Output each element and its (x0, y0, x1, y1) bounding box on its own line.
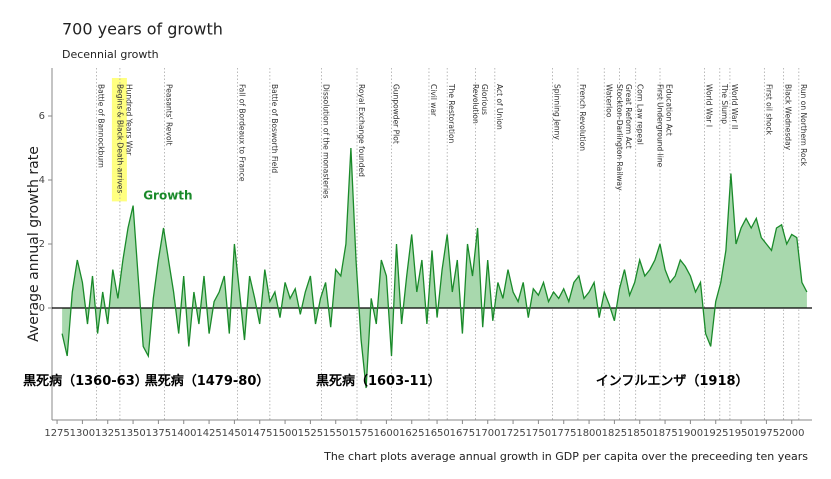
event-label: Spinning Jenny (553, 84, 562, 140)
event-label: Education Act (665, 84, 674, 136)
y-tick-label: 6 (39, 111, 45, 122)
x-tick-label: 1425 (196, 428, 221, 439)
x-tick-label: 1475 (247, 428, 272, 439)
x-tick-label: 1525 (298, 428, 323, 439)
series-label: Growth (143, 189, 192, 203)
chart-subtitle: Decennial growth (62, 48, 159, 61)
event-label: World War I (705, 84, 714, 127)
x-tick-label: 1950 (728, 428, 753, 439)
x-tick-label: 1600 (374, 428, 399, 439)
x-tick-label: 1400 (171, 428, 196, 439)
y-tick-label: 4 (39, 175, 45, 186)
area (62, 148, 807, 388)
x-tick-label: 1625 (399, 428, 424, 439)
x-tick-label: 1750 (526, 428, 551, 439)
x-tick-label: 1450 (222, 428, 247, 439)
y-axis-label: Average annual growth rate (26, 146, 42, 342)
event-label: Battle of Bosworth Field (270, 84, 279, 173)
event-label: The Slump (720, 83, 729, 124)
event-label: Waterloo (604, 84, 613, 118)
x-tick-label: 2000 (779, 428, 804, 439)
event-label: Revolution (471, 84, 480, 124)
annotation: 黒死病（1479-80） (145, 373, 270, 389)
event-label: Hundred Years War (124, 84, 133, 156)
line (61, 147, 808, 389)
event-label: Great Reform Act (624, 84, 633, 149)
x-tick-label: 1650 (424, 428, 449, 439)
x-tick-label: 1675 (450, 428, 475, 439)
annotation: インフルエンザ（1918） (596, 373, 749, 389)
highlight-layer (111, 78, 127, 202)
event-label: Glorious (480, 84, 489, 115)
event-label: Civil war (429, 84, 438, 117)
x-tick-label: 1925 (703, 428, 728, 439)
event-label: Begins & Black Death arrives (115, 84, 124, 193)
annotation: 黒死病（1603-11） (316, 373, 441, 389)
x-tick-label: 1500 (272, 428, 297, 439)
event-label: Fall of Bordeaux to France (237, 84, 246, 182)
annotation: 黒死病（1360-63） (23, 373, 148, 389)
x-tick-label: 1375 (146, 428, 171, 439)
x-tick-label: 1575 (348, 428, 373, 439)
y-tick-label: 0 (39, 303, 45, 314)
event-label: Gunpowder Plot (391, 84, 400, 144)
x-tick-label: 1300 (70, 428, 95, 439)
event-label: Black Wednesday (784, 84, 793, 151)
x-tick-label: 1800 (576, 428, 601, 439)
x-tick-label: 1775 (551, 428, 576, 439)
highlight (111, 78, 127, 202)
x-tick-label: 1550 (323, 428, 348, 439)
x-tick-label: 1325 (95, 428, 120, 439)
x-tick-label: 1900 (678, 428, 703, 439)
event-label: Dissolution of the monasteries (322, 84, 331, 199)
event-label: Run on Northern Rock (799, 84, 808, 167)
x-tick-label: 1850 (627, 428, 652, 439)
y-tick-label: 2 (39, 239, 45, 250)
x-tick-label: 1725 (500, 428, 525, 439)
x-tick-label: 1350 (120, 428, 145, 439)
event-label: Corn Law repeal (636, 84, 645, 145)
x-tick-label: 1700 (475, 428, 500, 439)
x-tick-label: 1975 (754, 428, 779, 439)
event-label: First oil shock (764, 84, 773, 136)
event-label: Act of Union (495, 84, 504, 130)
caption: The chart plots average annual growth in… (323, 450, 808, 463)
event-label: Battle of Bannockburn (97, 84, 106, 168)
x-tick-label: 1825 (602, 428, 627, 439)
x-tick-label: 1275 (44, 428, 69, 439)
event-label: First Underground line (656, 84, 665, 168)
event-label: Stockton-Darlington Railway (615, 84, 624, 191)
event-label: World War II (730, 84, 739, 129)
chart-title: 700 years of growth (62, 20, 223, 39)
event-label: French Revolution (578, 84, 587, 151)
x-tick-label: 1875 (652, 428, 677, 439)
event-label: Royal Exchange founded (357, 84, 366, 177)
event-label: Peasants' Revolt (164, 84, 173, 146)
event-label: The Restoration (447, 83, 456, 144)
